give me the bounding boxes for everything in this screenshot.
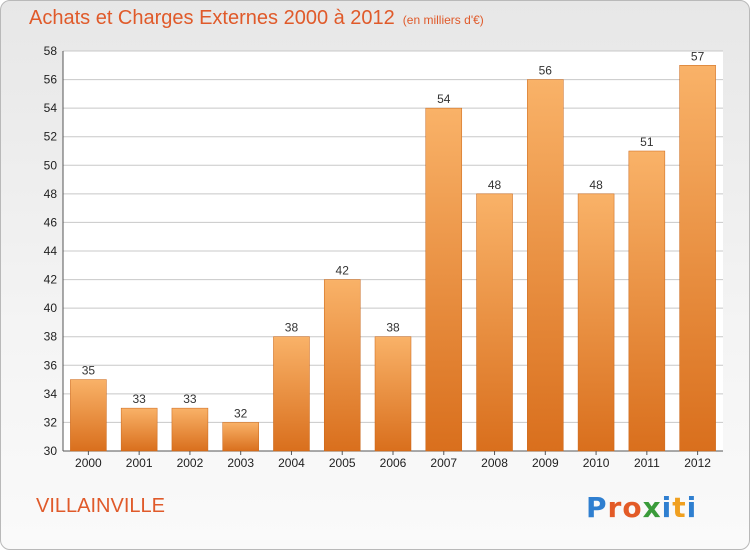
x-tick-label: 2011 [634, 456, 660, 470]
bar [374, 336, 412, 452]
bar [273, 336, 310, 452]
y-tick-label: 52 [44, 130, 58, 144]
bar [323, 279, 361, 452]
x-tick-label: 2008 [481, 456, 508, 470]
y-tick-label: 34 [44, 387, 58, 401]
bar-value-label: 48 [488, 178, 502, 192]
chart-title: Achats et Charges Externes 2000 à 2012 [29, 7, 395, 29]
x-tick-label: 2000 [75, 456, 102, 470]
chart-unit: (en milliers d'€) [402, 13, 484, 27]
bar-value-label: 33 [183, 392, 197, 406]
y-tick-label: 46 [44, 215, 58, 229]
bar-value-label: 57 [691, 49, 705, 63]
bar [425, 107, 463, 452]
y-tick-label: 40 [44, 301, 58, 315]
bar [577, 193, 615, 452]
bar [120, 407, 158, 452]
y-tick-label: 30 [44, 444, 58, 458]
logo-letter: P [586, 491, 608, 524]
bar [527, 79, 564, 452]
y-tick-label: 50 [44, 158, 58, 172]
x-tick-label: 2001 [126, 456, 153, 470]
x-tick-label: 2010 [583, 456, 610, 470]
logo-letter: i [661, 491, 673, 524]
bar-value-label: 56 [539, 64, 553, 78]
bar-value-label: 42 [336, 264, 350, 278]
x-tick-label: 2004 [278, 456, 305, 470]
logo-letter: o [622, 491, 643, 524]
bar [222, 422, 259, 452]
y-tick-label: 44 [44, 244, 58, 258]
bar [628, 150, 666, 452]
bar [476, 193, 513, 452]
y-tick-label: 54 [44, 101, 58, 115]
bar-value-label: 35 [82, 364, 96, 378]
logo-letter: r [607, 491, 623, 524]
y-tick-label: 38 [44, 330, 58, 344]
y-tick-label: 48 [44, 187, 58, 201]
x-tick-label: 2005 [329, 456, 356, 470]
place-name: VILLAINVILLE [36, 495, 165, 517]
x-tick-label: 2009 [532, 456, 559, 470]
bar [679, 65, 716, 452]
x-tick-label: 2002 [177, 456, 204, 470]
y-tick-label: 58 [44, 44, 58, 58]
x-tick-label: 2003 [227, 456, 254, 470]
x-tick-label: 2012 [684, 456, 711, 470]
x-tick-label: 2006 [380, 456, 407, 470]
logo-letter: i [686, 491, 698, 524]
bar [171, 407, 209, 452]
y-tick-label: 32 [44, 415, 58, 429]
logo-letter: t [672, 491, 687, 524]
y-tick-label: 36 [44, 358, 58, 372]
x-tick-label: 2007 [430, 456, 457, 470]
proxiti-logo: Proxiti [586, 491, 697, 524]
bar-value-label: 33 [132, 392, 146, 406]
logo-letter: x [642, 491, 662, 524]
y-tick-label: 42 [44, 273, 58, 287]
bar-value-label: 48 [589, 178, 603, 192]
bar-value-label: 54 [437, 92, 451, 106]
bar-value-label: 38 [285, 321, 299, 335]
bar [70, 379, 107, 452]
bar-value-label: 32 [234, 406, 248, 420]
bar-value-label: 51 [640, 135, 654, 149]
chart-title-block: Achats et Charges Externes 2000 à 2012 (e… [29, 7, 484, 30]
y-tick-label: 56 [44, 73, 58, 87]
bar-value-label: 38 [386, 321, 400, 335]
